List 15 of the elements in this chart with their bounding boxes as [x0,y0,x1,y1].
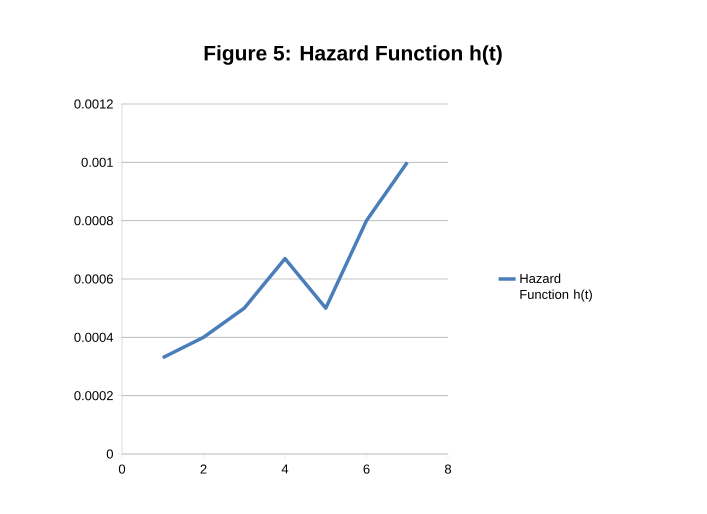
x-tick-label: 0 [118,464,126,474]
y-tick-label: 0.0006 [74,274,113,284]
chart-title: Figure 5: Hazard Function h(t) [204,45,502,65]
y-tick-label: 0.001 [82,158,113,167]
line-series [161,160,409,360]
y-tick-label: 0.0008 [74,216,113,226]
y-tick-label: 0.0012 [74,99,113,109]
x-tick-label: 2 [200,464,206,474]
x-tick-label: 4 [282,464,288,474]
x-tick-label: 8 [444,464,452,474]
y-tick-label: 0.0004 [74,332,114,342]
x-tick-label: 6 [364,464,370,474]
y-tick-label: 0 [106,449,113,459]
legend-label: Hazard Function h(t) [520,274,592,302]
y-tick-label: 0.0002 [74,391,113,400]
